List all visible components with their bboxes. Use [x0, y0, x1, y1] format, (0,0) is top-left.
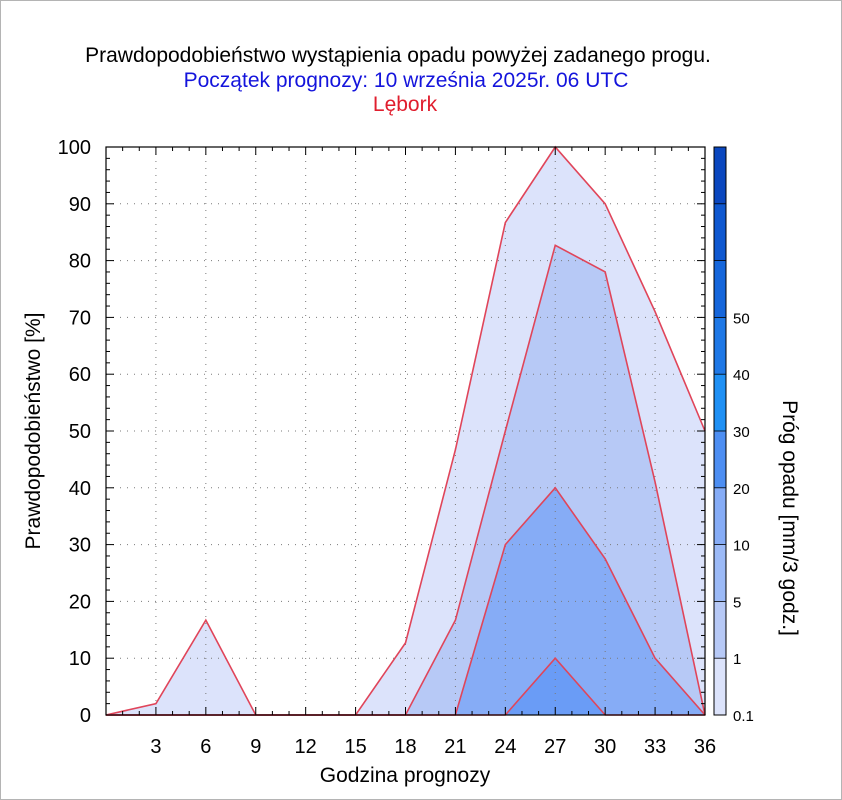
- colorbar-segment: [714, 260, 726, 318]
- y-tick-label: 40: [69, 478, 91, 500]
- axes: 3 6 9 12 15 18 21 24 27 30 33 360102030405060708090…: [58, 137, 717, 758]
- colorbar-segment: [714, 487, 726, 545]
- y-tick-label: 20: [69, 591, 91, 613]
- colorbar-segment: [714, 203, 726, 261]
- x-tick-label: 3: [150, 736, 161, 758]
- colorbar-segment: [714, 374, 726, 431]
- y-tick-label: 50: [69, 421, 91, 443]
- colorbar: 0.1 1 5 10 20 30 40 50: [713, 146, 754, 725]
- colorbar-segment: [714, 658, 726, 715]
- y-tick-label: 10: [69, 648, 91, 670]
- x-tick-label: 24: [494, 736, 516, 758]
- x-tick-label: 12: [295, 736, 317, 758]
- colorbar-tick-label: 5: [733, 594, 741, 611]
- x-tick-label: 30: [594, 736, 616, 758]
- location-label: Lębork: [373, 93, 438, 116]
- colorbar-segment: [714, 317, 726, 375]
- colorbar-segment: [714, 147, 726, 204]
- x-tick-label: 18: [394, 736, 416, 758]
- plot-area: [105, 145, 706, 716]
- colorbar-tick-label: 30: [733, 424, 750, 441]
- y-tick-label: 90: [69, 194, 91, 216]
- y-tick-label: 100: [58, 137, 91, 159]
- x-axis-label: Godzina prognozy: [320, 764, 491, 787]
- colorbar-tick-label: 1: [733, 651, 741, 668]
- colorbar-frame: [713, 146, 727, 716]
- y-tick-label: 70: [69, 307, 91, 329]
- chart-title: Prawdopodobieństwo wystąpienia opadu pow…: [85, 44, 711, 67]
- x-tick-label: 36: [694, 736, 716, 758]
- colorbar-segment: [714, 601, 726, 659]
- chart-subtitle: Początek prognozy: 10 września 2025r. 06…: [184, 69, 629, 92]
- y-tick-label: 30: [69, 535, 91, 557]
- x-tick-label: 27: [544, 736, 566, 758]
- colorbar-tick-label: 40: [733, 367, 750, 384]
- y-tick-label: 60: [69, 364, 91, 386]
- colorbar-segment: [714, 431, 726, 488]
- x-tick-label: 15: [344, 736, 366, 758]
- y-tick-label: 80: [69, 251, 91, 273]
- colorbar-segment: [714, 544, 726, 602]
- x-tick-label: 9: [250, 736, 261, 758]
- colorbar-label: Próg opadu [mm/3 godz.]: [778, 400, 801, 636]
- y-axis-label: Prawdopodobieństwo [%]: [22, 313, 45, 550]
- series-line-0.1: [105, 145, 706, 716]
- x-tick-label: 21: [444, 736, 466, 758]
- x-tick-label: 33: [644, 736, 666, 758]
- colorbar-tick-label: 10: [733, 538, 750, 555]
- x-tick-label: 6: [200, 736, 211, 758]
- y-tick-label: 0: [80, 705, 91, 727]
- colorbar-tick-label: 0.1: [733, 708, 754, 725]
- colorbar-tick-label: 50: [733, 310, 750, 327]
- colorbar-tick-label: 20: [733, 481, 750, 498]
